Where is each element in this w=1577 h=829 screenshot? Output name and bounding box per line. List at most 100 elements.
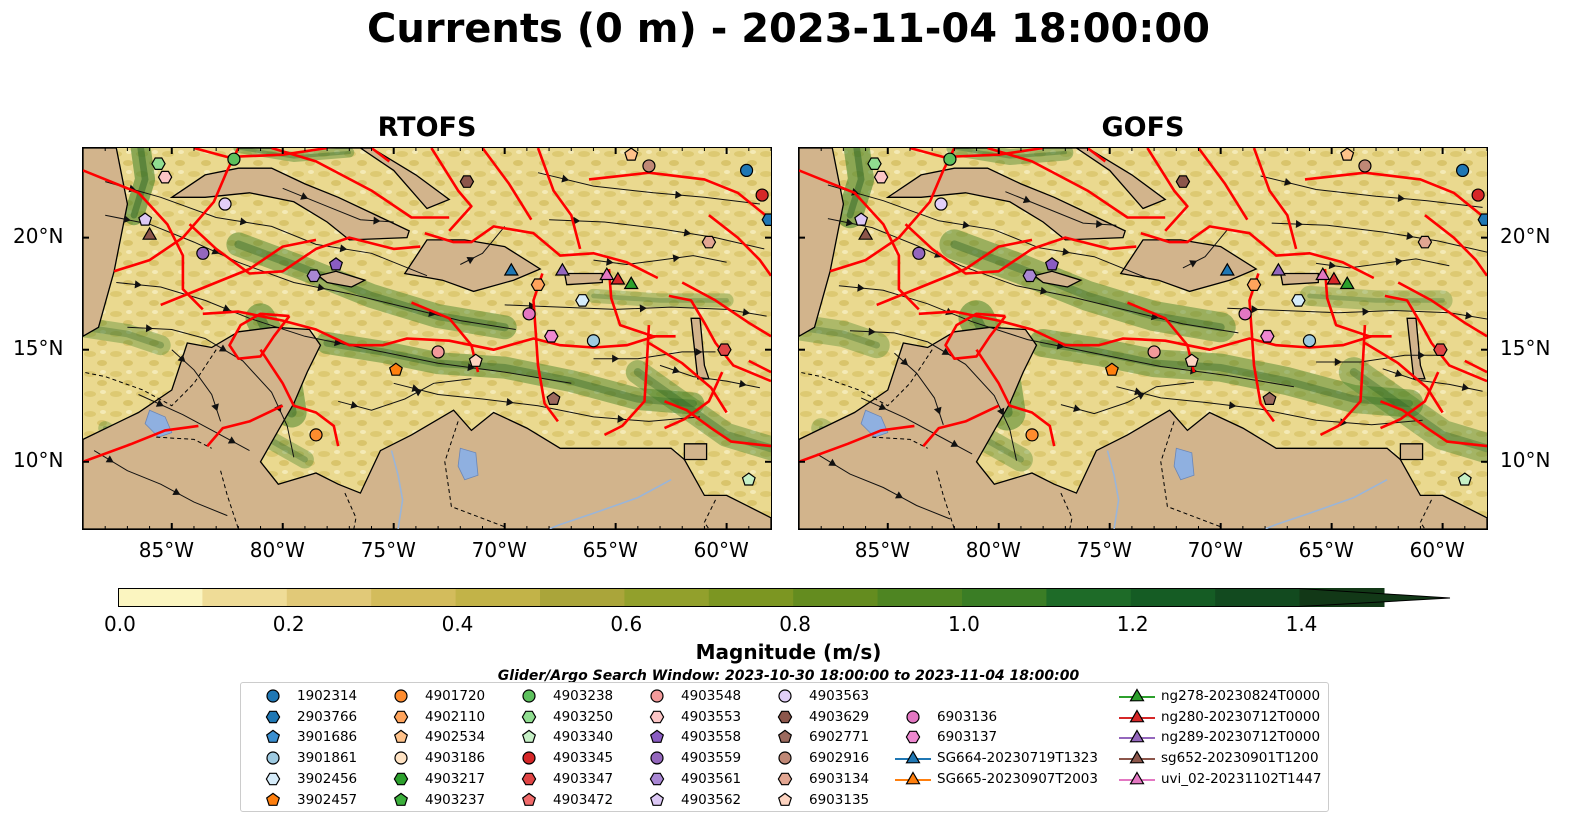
observation-marker[interactable] [468,353,483,367]
observation-marker[interactable] [761,213,771,226]
eez-boundary [1323,268,1392,338]
observation-marker[interactable] [701,235,717,249]
observation-marker[interactable] [328,257,344,271]
observation-marker[interactable] [912,246,926,260]
legend-label: 3901686 [297,729,358,746]
eez-boundary [668,294,771,383]
observation-marker[interactable] [1455,163,1470,178]
observation-marker[interactable] [306,269,322,283]
legend-label: 6903135 [809,791,870,808]
map-panel-rtofs[interactable] [82,147,772,530]
eez-boundary [536,148,582,250]
observation-marker[interactable] [227,152,241,166]
observation-marker[interactable] [388,362,403,376]
observation-marker[interactable] [138,212,153,226]
observation-marker[interactable] [1457,472,1472,486]
observation-marker[interactable] [530,278,546,291]
observation-marker[interactable] [1326,271,1342,285]
observation-marker[interactable] [142,226,158,240]
current-core [633,368,771,453]
observation-symbol [854,212,869,226]
observation-marker[interactable] [575,294,590,307]
observation-marker[interactable] [943,152,957,166]
observation-marker[interactable] [554,262,570,276]
observation-marker[interactable] [522,307,536,321]
observation-marker[interactable] [1340,148,1355,161]
observation-marker[interactable] [610,271,626,285]
observation-marker[interactable] [642,159,656,173]
country-border [156,436,212,449]
streamline-arrow [900,357,909,366]
observation-marker[interactable] [151,157,166,170]
y-tick-label-left: 10°N [13,447,64,472]
observation-symbol [196,246,210,260]
observation-marker[interactable] [1246,278,1262,291]
observation-marker[interactable] [1433,343,1448,356]
observation-marker[interactable] [1025,428,1039,442]
observation-marker[interactable] [1175,175,1191,188]
observation-marker[interactable] [1022,269,1038,283]
legend-pentagon-marker [777,730,793,744]
observation-marker[interactable] [1302,334,1317,348]
observation-marker[interactable] [755,188,769,202]
observation-marker[interactable] [873,170,889,184]
observation-marker[interactable] [739,163,754,178]
eez-boundary [259,348,340,447]
observation-marker[interactable] [1147,345,1161,359]
observation-marker[interactable] [1358,159,1372,173]
observation-marker[interactable] [1270,262,1286,276]
observation-marker[interactable] [1291,294,1306,307]
colorbar-segment [708,588,794,607]
observation-marker[interactable] [1219,262,1235,276]
observation-marker[interactable] [1044,257,1060,271]
map-panel-gofs[interactable] [798,147,1488,530]
observation-marker[interactable] [623,275,639,290]
streamline-arrow [123,215,131,223]
eez-boundary [271,148,450,219]
eez-boundary [1086,148,1107,163]
observation-marker[interactable] [1238,307,1252,321]
observation-marker[interactable] [1315,266,1331,281]
observation-marker[interactable] [858,226,874,240]
observation-marker[interactable] [1260,329,1275,343]
observation-marker[interactable] [546,391,561,405]
current-magnitude-band [586,288,734,308]
observation-marker[interactable] [1339,275,1355,290]
land-south-america [799,326,1487,529]
observation-marker[interactable] [741,472,756,486]
observation-marker[interactable] [196,246,210,260]
colorbar-segment [624,588,710,607]
streamline [93,450,228,517]
eez-boundary [370,148,391,163]
observation-marker[interactable] [309,428,323,442]
observation-marker[interactable] [1104,362,1119,376]
observation-marker[interactable] [503,262,519,276]
legend-label: 4902534 [425,729,486,746]
observation-marker[interactable] [1262,391,1277,405]
streamline-arrow [506,397,514,406]
observation-marker[interactable] [599,266,615,281]
observation-symbol [227,152,241,166]
observation-marker[interactable] [934,197,948,211]
observation-marker[interactable] [717,343,732,356]
observation-marker[interactable] [854,212,869,226]
observation-marker[interactable] [1471,188,1485,202]
observation-marker[interactable] [431,345,445,359]
observation-marker[interactable] [624,148,639,161]
eez-boundary [909,148,1044,159]
observation-marker[interactable] [867,157,882,170]
current-magnitude-band [124,148,156,226]
observation-marker[interactable] [1417,235,1433,249]
observation-marker[interactable] [1184,353,1199,367]
observation-marker[interactable] [1477,213,1487,226]
streamline-arrow [742,308,751,317]
legend-label: 4903629 [809,708,870,725]
legend-pentagon-marker [649,792,665,806]
observation-marker[interactable] [459,175,475,188]
observation-marker[interactable] [544,329,559,343]
streamline-arrow [1136,392,1145,400]
observation-marker[interactable] [157,170,173,184]
streamline-arrow [573,216,581,225]
observation-marker[interactable] [218,197,232,211]
observation-marker[interactable] [586,334,601,348]
